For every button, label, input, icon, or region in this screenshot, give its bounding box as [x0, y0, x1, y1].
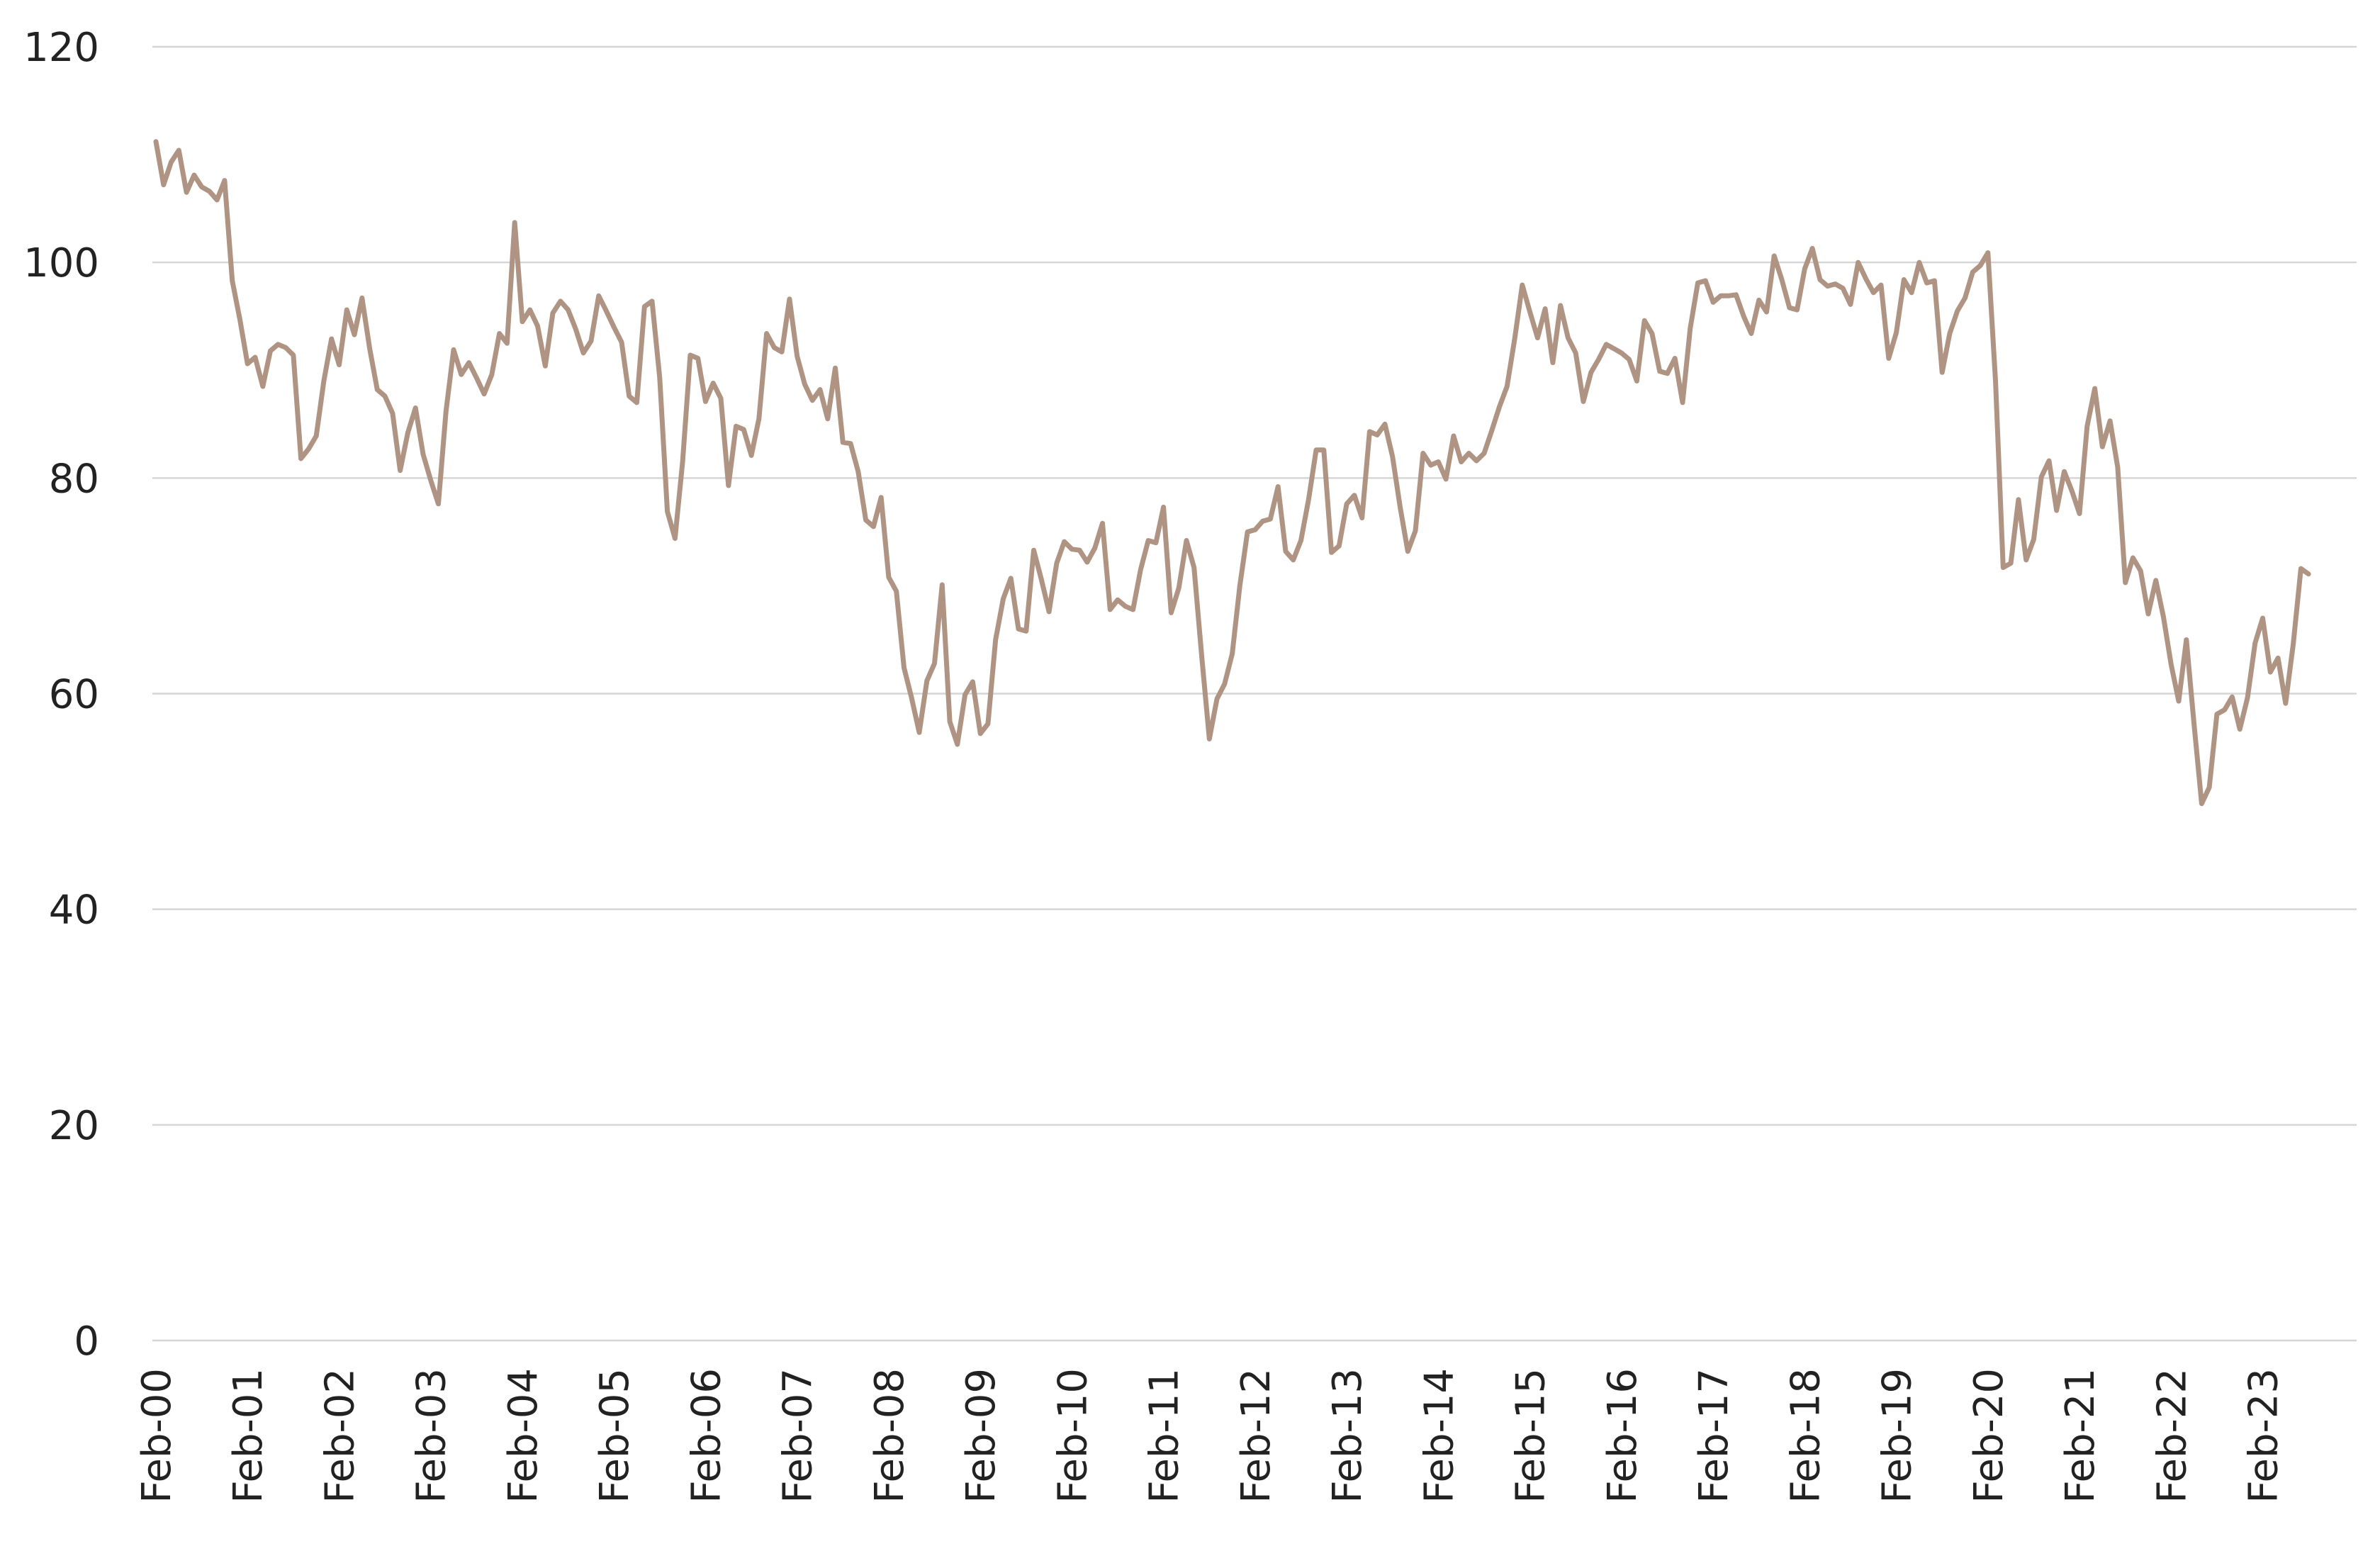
x-tick-label: Feb-03	[409, 1368, 455, 1504]
x-tick-label: Feb-13	[1325, 1368, 1371, 1504]
gridlines	[152, 45, 2357, 1342]
x-tick-label: Feb-17	[1691, 1368, 1737, 1504]
y-axis-tick-labels: 0 20 40 60 80 100 120	[23, 25, 99, 1365]
x-tick-label: Feb-09	[958, 1368, 1004, 1504]
x-axis-tick-labels: Feb-00 Feb-01 Feb-02 Feb-03 Feb-04 Feb-05 Feb-…	[134, 1368, 2287, 1504]
x-tick-label: Feb-10	[1050, 1368, 1096, 1504]
series-layer	[153, 139, 2311, 807]
x-tick-label: Feb-02	[317, 1368, 363, 1504]
x-tick-label: Feb-06	[683, 1368, 729, 1504]
x-tick-label: Feb-05	[592, 1368, 638, 1504]
x-tick-label: Feb-18	[1783, 1368, 1829, 1504]
y-tick-label: 100	[23, 240, 99, 286]
x-tick-label: Feb-19	[1875, 1368, 1921, 1504]
y-tick-label: 0	[74, 1319, 99, 1365]
x-tick-label: Feb-11	[1142, 1368, 1188, 1504]
x-tick-label: Feb-01	[225, 1368, 271, 1504]
y-tick-label: 60	[49, 672, 99, 718]
x-tick-label: Feb-04	[500, 1368, 546, 1504]
x-tick-label: Feb-12	[1233, 1368, 1279, 1504]
y-tick-label: 20	[49, 1103, 99, 1149]
x-tick-label: Feb-15	[1508, 1368, 1554, 1504]
x-tick-label: Feb-21	[2058, 1368, 2104, 1504]
series-line	[153, 139, 2311, 807]
y-tick-label: 80	[49, 456, 99, 502]
x-tick-label: Feb-07	[775, 1368, 821, 1504]
x-tick-label: Feb-14	[1416, 1368, 1462, 1504]
x-tick-label: Feb-22	[2149, 1368, 2195, 1504]
x-tick-label: Feb-16	[1600, 1368, 1646, 1504]
y-tick-label: 120	[23, 25, 99, 71]
x-tick-label: Feb-08	[867, 1368, 913, 1504]
x-tick-label: Feb-00	[134, 1368, 180, 1504]
x-tick-label: Feb-23	[2241, 1368, 2287, 1504]
x-tick-label: Feb-20	[1966, 1368, 2012, 1504]
y-tick-label: 40	[49, 888, 99, 934]
